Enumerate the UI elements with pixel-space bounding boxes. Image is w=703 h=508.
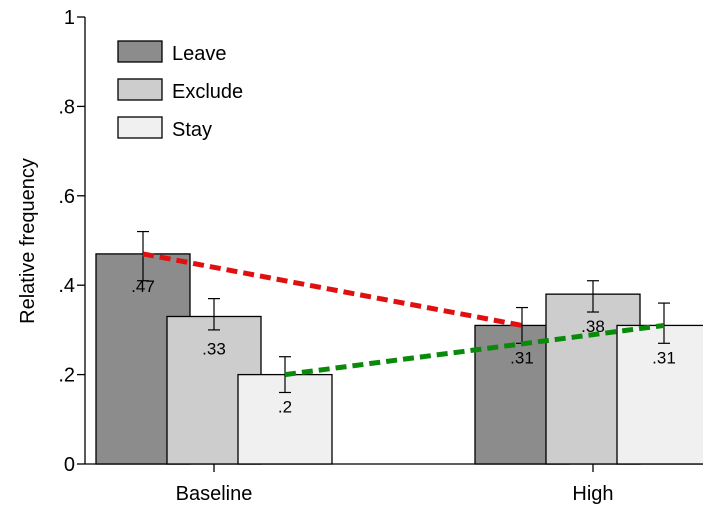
x-tick-label: High	[572, 483, 613, 505]
legend-swatch	[117, 116, 163, 139]
legend-label: Exclude	[172, 81, 243, 103]
y-tick-label: .8	[58, 96, 75, 118]
trend-lines	[142, 251, 665, 378]
data-label: .31	[652, 348, 676, 367]
trend-line	[142, 251, 523, 328]
y-tick-label: .4	[58, 275, 75, 297]
legend: Leave Exclude Stay	[117, 40, 243, 141]
legend-label: Leave	[172, 43, 227, 65]
data-labels: .47.31.33.38.2.31	[131, 277, 676, 417]
legend-swatch	[117, 40, 163, 63]
trend-line	[284, 322, 665, 378]
y-tick-label: 0	[64, 454, 75, 476]
y-axis-title: Relative frequency	[17, 158, 39, 324]
legend-swatch	[117, 78, 163, 101]
bars	[95, 253, 703, 465]
bar	[616, 324, 703, 465]
y-tick-label: 1	[64, 7, 75, 29]
data-label: .31	[510, 348, 534, 367]
y-tick-label: .2	[58, 365, 75, 387]
data-label: .2	[278, 398, 292, 417]
x-tick-label: Baseline	[176, 483, 253, 505]
axes: 0 .2 .4 .6 .8 1 Baseline High	[58, 7, 703, 505]
data-label: .33	[202, 339, 226, 358]
error-bars	[137, 230, 670, 394]
y-tick-label: .6	[58, 186, 75, 208]
data-label: .47	[131, 277, 155, 296]
legend-label: Stay	[172, 119, 212, 141]
